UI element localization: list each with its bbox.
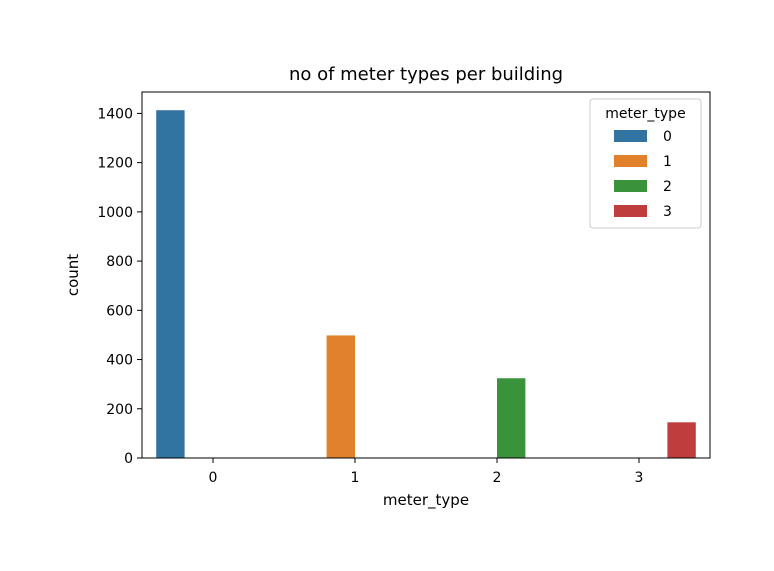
legend-swatch-0	[614, 130, 647, 142]
bar-meter-type-3	[667, 422, 696, 458]
y-tick-label: 1200	[97, 156, 133, 172]
y-axis-label: count	[64, 254, 82, 296]
bars	[156, 110, 696, 459]
bar-meter-type-1	[326, 335, 355, 458]
legend-label-1: 1	[663, 154, 672, 170]
x-axis-label: meter_type	[383, 491, 469, 510]
chart-title: no of meter types per building	[289, 64, 563, 85]
legend-label-3: 3	[663, 204, 672, 220]
x-axis: 0 1 2 3	[209, 458, 644, 486]
x-tick-label: 0	[209, 470, 218, 486]
x-tick-label: 1	[351, 470, 360, 486]
y-tick-label: 0	[124, 451, 133, 467]
plot-frame	[141, 91, 711, 459]
bar-meter-type-2	[497, 378, 526, 458]
legend-label-2: 2	[663, 179, 672, 195]
legend-swatch-2	[614, 180, 647, 192]
legend-title: meter_type	[605, 106, 685, 122]
legend-swatch-1	[614, 155, 647, 167]
y-tick-label: 600	[106, 303, 133, 319]
y-tick-label: 1400	[97, 106, 133, 122]
legend-swatch-3	[614, 205, 647, 217]
y-axis: 0 200 400 600 800 1000 1200 1400	[97, 106, 142, 467]
y-tick-label: 400	[106, 353, 133, 369]
bar-meter-type-0	[156, 110, 185, 459]
x-tick-label: 2	[493, 470, 502, 486]
legend-label-0: 0	[663, 129, 672, 145]
y-tick-label: 800	[106, 254, 133, 270]
legend: meter_type 0 1 2 3	[589, 98, 702, 229]
x-tick-label: 3	[635, 470, 644, 486]
y-tick-label: 200	[106, 402, 133, 418]
y-tick-label: 1000	[97, 205, 133, 221]
